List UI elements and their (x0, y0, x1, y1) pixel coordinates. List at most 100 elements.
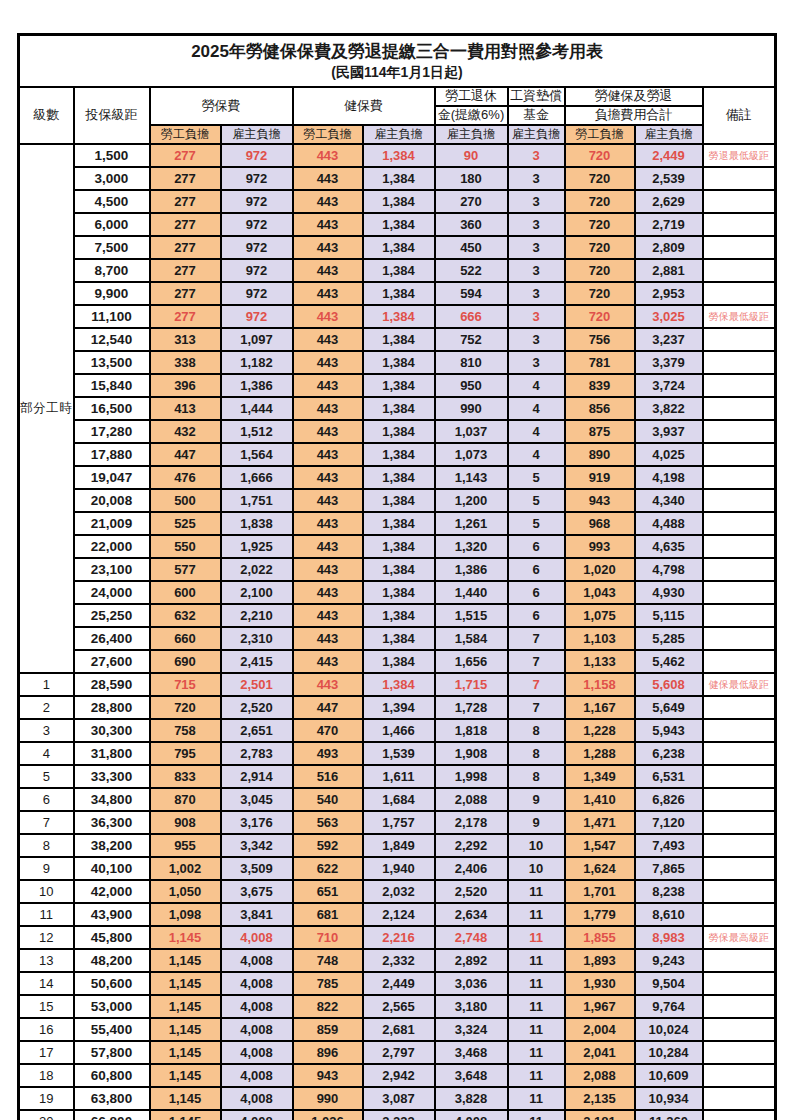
cell-total-employer: 7,493 (635, 834, 703, 857)
cell-health-ins-worker: 443 (293, 167, 363, 190)
cell-wage-fund-employer: 11 (508, 1087, 565, 1110)
cell-health-ins-employer: 1,611 (363, 765, 435, 788)
cell-remark (703, 788, 776, 811)
cell-health-ins-worker: 443 (293, 420, 363, 443)
cell-wage-fund-employer: 8 (508, 719, 565, 742)
subheader-labor-employer: 雇主負擔 (221, 125, 293, 144)
cell-remark (703, 627, 776, 650)
cell-health-ins-worker: 710 (293, 926, 363, 949)
cell-pension-employer: 1,728 (435, 696, 508, 719)
cell-wage-fund-employer: 6 (508, 604, 565, 627)
cell-remark (703, 489, 776, 512)
cell-wage-fund-employer: 8 (508, 765, 565, 788)
cell-wage-fund-employer: 4 (508, 420, 565, 443)
cell-labor-ins-worker: 277 (150, 282, 221, 305)
cell-level: 2 (19, 696, 74, 719)
cell-wage-fund-employer: 7 (508, 627, 565, 650)
cell-health-ins-employer: 1,384 (363, 627, 435, 650)
table-row: 228,8007202,5204471,3941,72871,1675,649 (19, 696, 776, 719)
cell-labor-ins-worker: 870 (150, 788, 221, 811)
cell-bracket: 36,300 (74, 811, 150, 834)
cell-labor-ins-worker: 476 (150, 466, 221, 489)
cell-total-worker: 720 (565, 236, 635, 259)
cell-remark (703, 374, 776, 397)
table-row: 1245,8001,1454,0087102,2162,748111,8558,… (19, 926, 776, 949)
cell-remark (703, 581, 776, 604)
cell-total-worker: 1,075 (565, 604, 635, 627)
cell-bracket: 34,800 (74, 788, 150, 811)
cell-health-ins-employer: 1,384 (363, 144, 435, 167)
cell-pension-employer: 1,200 (435, 489, 508, 512)
cell-bracket: 30,300 (74, 719, 150, 742)
cell-total-worker: 2,181 (565, 1110, 635, 1120)
cell-bracket: 26,400 (74, 627, 150, 650)
cell-labor-ins-employer: 3,509 (221, 857, 293, 880)
cell-health-ins-worker: 1,036 (293, 1110, 363, 1120)
cell-labor-ins-employer: 972 (221, 282, 293, 305)
cell-total-employer: 7,120 (635, 811, 703, 834)
cell-health-ins-worker: 822 (293, 995, 363, 1018)
cell-bracket: 66,800 (74, 1110, 150, 1120)
cell-pension-employer: 1,143 (435, 466, 508, 489)
cell-total-worker: 1,930 (565, 972, 635, 995)
cell-bracket: 7,500 (74, 236, 150, 259)
cell-labor-ins-worker: 1,145 (150, 972, 221, 995)
cell-remark (703, 719, 776, 742)
cell-wage-fund-employer: 4 (508, 397, 565, 420)
cell-level: 8 (19, 834, 74, 857)
cell-labor-ins-worker: 1,145 (150, 949, 221, 972)
table-row: 25,2506322,2104431,3841,51561,0755,115 (19, 604, 776, 627)
cell-labor-ins-worker: 632 (150, 604, 221, 627)
cell-total-worker: 1,701 (565, 880, 635, 903)
cell-pension-employer: 2,748 (435, 926, 508, 949)
cell-remark (703, 972, 776, 995)
cell-wage-fund-employer: 5 (508, 489, 565, 512)
cell-labor-ins-employer: 4,008 (221, 1110, 293, 1120)
cell-remark (703, 811, 776, 834)
cell-total-employer: 9,764 (635, 995, 703, 1018)
col-header-remark: 備註 (703, 87, 776, 144)
table-row: 11,1002779724431,38466637203,025勞保最低級距 (19, 305, 776, 328)
col-header-total-line1: 勞健保及勞退 (565, 87, 703, 106)
cell-health-ins-employer: 2,942 (363, 1064, 435, 1087)
cell-labor-ins-worker: 1,050 (150, 880, 221, 903)
table-row: 533,3008332,9145161,6111,99881,3496,531 (19, 765, 776, 788)
cell-total-employer: 8,610 (635, 903, 703, 926)
cell-total-employer: 8,238 (635, 880, 703, 903)
cell-bracket: 17,280 (74, 420, 150, 443)
cell-wage-fund-employer: 9 (508, 788, 565, 811)
cell-pension-employer: 1,320 (435, 535, 508, 558)
cell-health-ins-employer: 3,233 (363, 1110, 435, 1120)
cell-labor-ins-employer: 1,386 (221, 374, 293, 397)
cell-total-worker: 1,547 (565, 834, 635, 857)
cell-health-ins-employer: 1,384 (363, 397, 435, 420)
cell-health-ins-worker: 443 (293, 627, 363, 650)
cell-total-worker: 1,624 (565, 857, 635, 880)
cell-bracket: 48,200 (74, 949, 150, 972)
cell-labor-ins-employer: 2,501 (221, 673, 293, 696)
table-row: 1963,8001,1454,0089903,0873,828112,13510… (19, 1087, 776, 1110)
cell-bracket: 45,800 (74, 926, 150, 949)
cell-total-worker: 1,158 (565, 673, 635, 696)
cell-remark (703, 420, 776, 443)
cell-health-ins-employer: 1,384 (363, 604, 435, 627)
cell-bracket: 13,500 (74, 351, 150, 374)
cell-health-ins-employer: 2,216 (363, 926, 435, 949)
col-header-health-insurance: 健保費 (293, 87, 435, 125)
cell-wage-fund-employer: 11 (508, 995, 565, 1018)
table-row: 1655,4001,1454,0088592,6813,324112,00410… (19, 1018, 776, 1041)
table-row: 8,7002779724431,38452237202,881 (19, 259, 776, 282)
cell-pension-employer: 2,292 (435, 834, 508, 857)
cell-total-employer: 3,724 (635, 374, 703, 397)
cell-bracket: 43,900 (74, 903, 150, 926)
cell-health-ins-employer: 1,940 (363, 857, 435, 880)
cell-wage-fund-employer: 10 (508, 857, 565, 880)
premium-reference-table: 2025年勞健保保費及勞退提繳三合一費用對照參考用表 (民國114年1月1日起)… (17, 33, 777, 1120)
cell-health-ins-employer: 1,384 (363, 259, 435, 282)
cell-health-ins-worker: 443 (293, 443, 363, 466)
cell-total-employer: 4,025 (635, 443, 703, 466)
cell-wage-fund-employer: 11 (508, 903, 565, 926)
cell-labor-ins-worker: 1,145 (150, 1064, 221, 1087)
cell-health-ins-employer: 1,384 (363, 489, 435, 512)
cell-total-worker: 1,471 (565, 811, 635, 834)
